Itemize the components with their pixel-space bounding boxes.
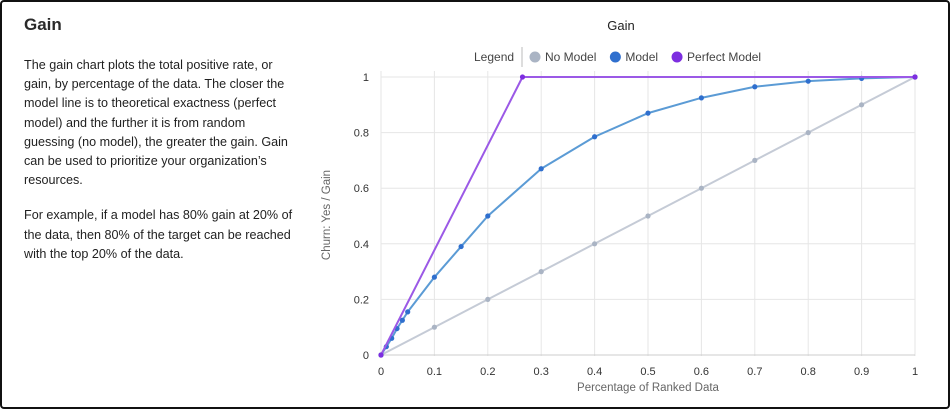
chart-title: Gain [607, 18, 634, 33]
chart-legend: Legend No Model Model Perfect Model [474, 47, 761, 67]
y-tick-label: 0.8 [354, 128, 369, 140]
x-tick-label: 0.5 [640, 366, 655, 378]
legend-label-perfect-model: Perfect Model [687, 50, 761, 64]
y-tick-label: 0 [363, 350, 369, 362]
no-model-point [431, 324, 437, 330]
x-tick-label: 1 [912, 366, 918, 378]
model-point [645, 110, 651, 116]
model-point [431, 274, 437, 280]
no-model-point [805, 130, 811, 136]
description-paragraph: For example, if a model has 80% gain at … [24, 208, 293, 261]
no-model-point [859, 102, 865, 108]
model-point [752, 84, 758, 90]
legend-label-model: Model [625, 50, 658, 64]
x-tick-label: 0.9 [854, 366, 869, 378]
description-paragraph: The gain chart plots the total positive … [24, 58, 288, 188]
panel-title: Gain [24, 15, 62, 34]
x-tick-label: 0 [378, 366, 384, 378]
description: The gain chart plots the total positive … [24, 56, 299, 280]
y-tick-label: 1 [363, 72, 369, 84]
x-tick-label: 0.6 [694, 366, 709, 378]
no-model-point [645, 213, 651, 219]
x-tick-label: 0.3 [534, 366, 549, 378]
model-point [399, 317, 405, 323]
model-point [405, 309, 411, 315]
no-model-point [698, 185, 704, 191]
y-axis-label: Churn: Yes / Gain [321, 170, 333, 260]
y-tick-label: 0.6 [354, 183, 369, 195]
model-point [538, 166, 544, 172]
y-tick-label: 0.2 [354, 294, 369, 306]
legend-swatch-perfect-model [671, 51, 683, 63]
model-point [485, 213, 491, 219]
legend-label-no-model: No Model [545, 50, 596, 64]
x-tick-label: 0.8 [801, 366, 816, 378]
x-tick-label: 0.4 [587, 366, 602, 378]
x-axis-label: Percentage of Ranked Data [577, 382, 720, 394]
model-point [592, 134, 598, 140]
x-tick-label: 0.7 [747, 366, 762, 378]
model-point [698, 95, 704, 101]
legend-swatch-no-model [529, 51, 541, 63]
no-model-point [485, 296, 491, 302]
perfect-model-point [378, 352, 384, 358]
perfect-model-point [519, 74, 526, 80]
model-point [805, 78, 811, 84]
legend-title: Legend [474, 50, 514, 64]
y-tick-label: 0.4 [354, 239, 369, 251]
no-model-point [592, 241, 598, 247]
legend-swatch-model [609, 51, 621, 63]
x-tick-label: 0.1 [427, 366, 442, 378]
perfect-model-point [912, 74, 918, 80]
no-model-point [538, 269, 544, 275]
x-tick-label: 0.2 [480, 366, 495, 378]
chart-axes: 0 0.1 0.2 0.3 0.4 0.5 0.6 0.7 0.8 0.9 1 0 0.2 0.4 0.6 0… [354, 72, 918, 378]
model-point [458, 243, 464, 250]
no-model-point [752, 157, 758, 163]
chart-series [378, 74, 918, 358]
perfect-model-line [380, 76, 915, 356]
